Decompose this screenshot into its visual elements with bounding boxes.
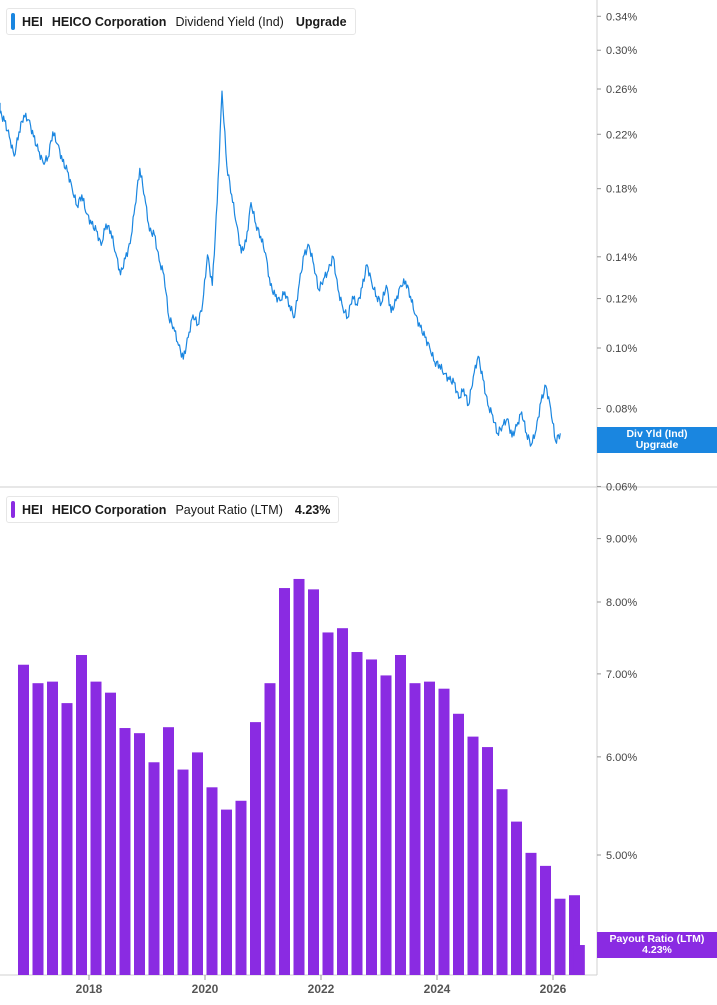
payout-bar — [380, 675, 392, 975]
dividend-yield-value-flag: Div Yld (Ind) Upgrade — [597, 427, 717, 453]
payout-bar — [177, 769, 189, 975]
payout-bar — [105, 692, 116, 975]
series-color-swatch — [11, 501, 15, 518]
payout-bar — [61, 703, 73, 975]
y-tick-label: 0.22% — [606, 129, 637, 141]
payout-bar — [264, 683, 276, 975]
payout-bar — [438, 688, 450, 975]
x-tick-label: 2022 — [308, 982, 335, 996]
payout-bar — [47, 681, 58, 975]
payout-bar — [119, 728, 131, 975]
y-tick-label: 0.08% — [606, 403, 637, 415]
y-tick-label: 9.00% — [606, 534, 637, 546]
y-tick-label: 5.00% — [606, 850, 637, 862]
y-tick-label: 7.00% — [606, 669, 637, 681]
payout-bar — [206, 787, 218, 975]
dividend-yield-plot — [0, 90, 561, 447]
payout-bar — [250, 722, 261, 975]
y-tick-label: 0.14% — [606, 252, 637, 264]
payout-bar — [540, 865, 551, 975]
payout-bar — [148, 762, 160, 975]
x-tick-label: 2026 — [540, 982, 567, 996]
payout-bar — [279, 588, 290, 975]
payout-bar — [192, 752, 203, 975]
payout-bar — [482, 747, 493, 975]
dividend-yield-line — [0, 90, 561, 447]
legend-company: HEICO Corporation — [51, 502, 167, 517]
payout-bar — [322, 632, 334, 975]
axis-ticks: 0.34% 0.30% 0.26% 0.22% 0.18% 0.14% 0.12% 0.10%… — [76, 11, 638, 996]
payout-bar — [569, 895, 580, 975]
x-tick-label: 2024 — [424, 982, 451, 996]
y-tick-label: 0.26% — [606, 84, 637, 96]
flag-value: 4.23% — [642, 944, 672, 956]
payout-bar — [235, 800, 247, 975]
payout-bar — [525, 852, 537, 975]
payout-bar — [496, 789, 508, 975]
payout-bar — [32, 683, 44, 975]
series-color-swatch — [11, 13, 15, 30]
y-tick-label: 6.00% — [606, 752, 637, 764]
legend-upgrade-link[interactable]: Upgrade — [295, 14, 347, 29]
payout-bar — [134, 733, 145, 975]
x-tick-label: 2020 — [192, 982, 219, 996]
payout-ratio-bars — [18, 578, 585, 975]
y-tick-label: 0.10% — [606, 343, 637, 355]
legend-metric: Payout Ratio (LTM) — [175, 502, 283, 517]
payout-bar — [366, 659, 377, 975]
payout-bar — [76, 654, 87, 975]
legend-ticker[interactable]: HEI — [22, 502, 43, 517]
y-tick-label: 0.30% — [606, 45, 637, 57]
flag-label: Payout Ratio (LTM) — [609, 933, 705, 945]
payout-bar — [18, 664, 29, 975]
payout-bar — [221, 809, 232, 975]
y-tick-label: 0.06% — [606, 481, 637, 493]
payout-bar — [453, 713, 464, 975]
flag-value: Upgrade — [635, 439, 679, 451]
payout-ratio-value-flag: Payout Ratio (LTM) 4.23% — [597, 932, 717, 958]
y-tick-label: 0.18% — [606, 184, 637, 196]
payout-ratio-legend[interactable]: HEI HEICO Corporation Payout Ratio (LTM)… — [6, 496, 340, 523]
payout-bar — [337, 628, 348, 975]
payout-bar — [351, 652, 363, 975]
legend-company: HEICO Corporation — [51, 14, 167, 29]
payout-bar — [511, 821, 522, 975]
payout-bar — [424, 681, 435, 975]
payout-bar — [90, 681, 102, 975]
payout-bar — [395, 654, 406, 975]
x-tick-label: 2018 — [76, 982, 103, 996]
payout-bar — [554, 898, 566, 975]
payout-bar — [308, 589, 319, 975]
flag-label: Div Yld (Ind) — [626, 428, 688, 440]
y-tick-label: 8.00% — [606, 597, 637, 609]
y-tick-label: 0.12% — [606, 294, 637, 306]
payout-bar — [573, 945, 585, 975]
payout-bar — [163, 727, 174, 975]
dividend-yield-legend[interactable]: HEI HEICO Corporation Dividend Yield (In… — [6, 8, 356, 35]
payout-bar — [467, 736, 479, 975]
legend-ticker[interactable]: HEI — [22, 14, 43, 29]
payout-bar — [293, 578, 305, 975]
legend-metric: Dividend Yield (Ind) — [175, 14, 284, 29]
legend-value: 4.23% — [294, 502, 331, 517]
payout-bar — [409, 683, 421, 975]
y-tick-label: 0.34% — [606, 11, 637, 23]
